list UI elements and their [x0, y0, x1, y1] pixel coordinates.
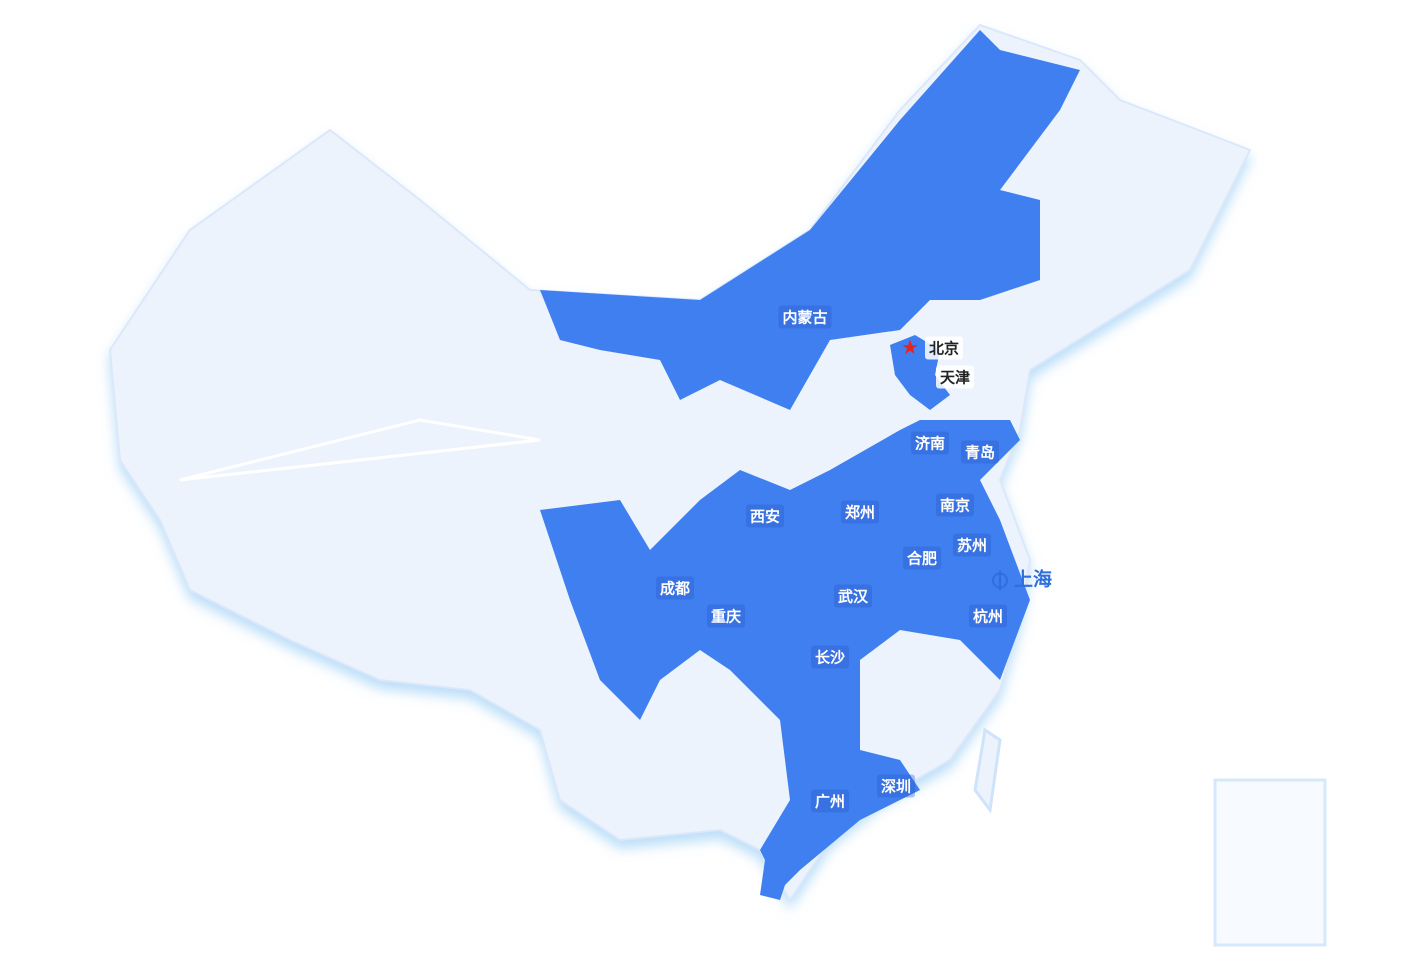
star-icon: ★	[901, 335, 919, 359]
label-shanghai: 上海	[991, 565, 1053, 592]
region-tibet-qinghai-divide	[179, 418, 541, 482]
region-inner-mongolia	[540, 30, 1080, 410]
label-inner-mongolia: 内蒙古	[778, 305, 832, 329]
label-wuhan: 武汉	[833, 584, 873, 608]
region-taiwan	[973, 727, 1002, 814]
south-china-sea-inset	[1213, 778, 1327, 947]
label-nanjing: 南京	[935, 493, 975, 517]
label-hefei: 合肥	[902, 546, 942, 570]
label-qingdao: 青岛	[960, 440, 1000, 464]
label-chongqing: 重庆	[706, 604, 746, 628]
label-beijing: 北京	[924, 336, 964, 360]
shanghai-text: 上海	[1013, 568, 1053, 591]
region-hainan	[760, 860, 790, 900]
label-xian: 西安	[745, 504, 785, 528]
label-jinan: 济南	[910, 431, 950, 455]
label-suzhou: 苏州	[952, 533, 992, 557]
label-chengdu: 成都	[655, 576, 695, 600]
china-land	[108, 23, 1252, 902]
label-guangzhou: 广州	[810, 789, 850, 813]
label-tianjin: 天津	[935, 365, 975, 389]
location-pin-icon	[991, 570, 1008, 590]
region-central-band	[540, 420, 1030, 890]
label-zhengzhou: 郑州	[840, 500, 880, 524]
label-hangzhou: 杭州	[968, 604, 1008, 628]
label-changsha: 长沙	[810, 645, 850, 669]
label-shenzhen: 深圳	[876, 774, 916, 798]
